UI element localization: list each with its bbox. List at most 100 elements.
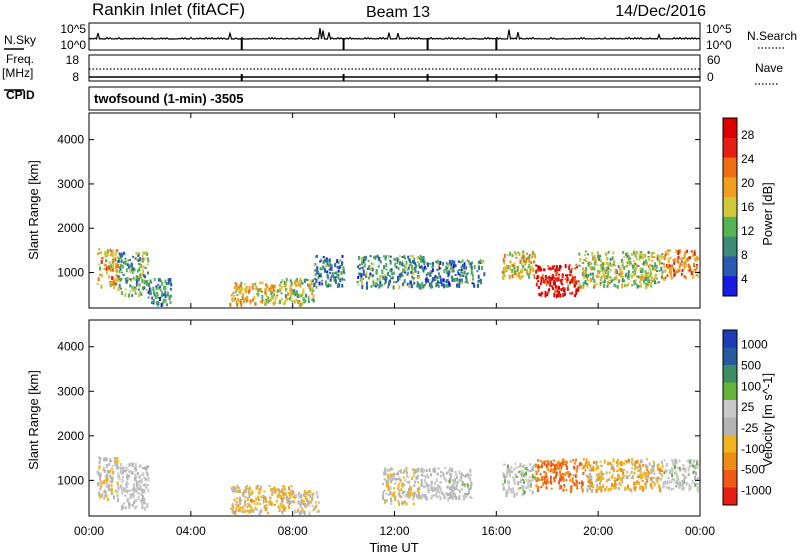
- velocity-cell: [595, 479, 598, 482]
- velocity-cell: [620, 460, 623, 463]
- power-cell: [673, 272, 676, 276]
- power-cell: [470, 269, 473, 273]
- nave-tick-bottom: 0: [707, 70, 714, 84]
- power-colorbar-tick: 16: [741, 200, 755, 214]
- velocity-cell: [634, 461, 636, 465]
- nsky-strip: N.Sky 10^5 10^0 10^5 10^0 N.Search: [4, 22, 797, 52]
- velocity-cell: [507, 480, 510, 485]
- velocity-cell: [421, 474, 423, 477]
- power-cell: [587, 279, 590, 282]
- velocity-cell: [651, 465, 654, 468]
- velocity-cell: [543, 471, 546, 473]
- power-cell: [439, 267, 442, 270]
- velocity-cell: [452, 492, 455, 495]
- power-cell: [423, 262, 426, 265]
- power-cell: [451, 277, 454, 282]
- power-cell: [649, 269, 652, 273]
- power-cell: [623, 266, 626, 271]
- power-cell: [414, 269, 417, 273]
- power-cell: [652, 255, 655, 258]
- power-cell: [513, 262, 516, 267]
- power-cell: [587, 253, 590, 256]
- velocity-cell: [108, 474, 111, 477]
- power-cell: [142, 251, 145, 256]
- velocity-cell: [512, 468, 515, 471]
- power-cell: [598, 257, 601, 261]
- velocity-cell: [514, 462, 517, 465]
- velocity-cell: [303, 489, 306, 494]
- velocity-cell: [293, 500, 296, 504]
- velocity-cell: [665, 463, 668, 468]
- power-cell: [117, 259, 120, 263]
- power-cell: [683, 262, 686, 267]
- freq-label: Freq.: [6, 52, 34, 66]
- power-cell: [641, 268, 644, 273]
- velocity-cell: [671, 470, 674, 474]
- power-cell: [285, 277, 288, 282]
- power-cell: [272, 301, 275, 306]
- power-cell: [421, 267, 424, 271]
- velocity-cell: [635, 460, 637, 463]
- power-cell: [421, 282, 424, 286]
- velocity-cell: [439, 481, 442, 485]
- velocity-cell: [423, 479, 426, 483]
- velocity-cell: [682, 467, 685, 469]
- power-cell: [589, 278, 592, 283]
- velocity-cell: [98, 491, 101, 496]
- power-cell: [261, 281, 264, 284]
- power-cell: [152, 286, 155, 291]
- power-cell: [329, 284, 332, 288]
- power-cell: [515, 272, 518, 277]
- power-cell: [430, 281, 433, 285]
- velocity-cell: [137, 480, 140, 484]
- power-cell: [593, 255, 596, 259]
- velocity-cell: [121, 478, 124, 483]
- velocity-cell: [588, 469, 591, 472]
- power-cell: [231, 298, 234, 301]
- power-cell: [602, 267, 605, 272]
- velocity-cell: [444, 492, 447, 495]
- velocity-cell: [105, 485, 108, 488]
- power-cell: [129, 278, 132, 281]
- velocity-cell: [574, 474, 577, 479]
- power-cell: [695, 263, 698, 266]
- power-cell: [637, 264, 640, 267]
- power-cell: [479, 259, 482, 263]
- velocity-cell: [676, 466, 679, 469]
- power-cell: [383, 265, 386, 270]
- power-cell: [402, 282, 405, 286]
- power-cell: [113, 282, 116, 287]
- velocity-cell: [652, 464, 655, 469]
- power-cell: [159, 278, 161, 282]
- velocity-cell: [650, 479, 653, 482]
- power-cell: [602, 272, 605, 277]
- velocity-cell: [311, 492, 314, 497]
- velocity-cell: [127, 501, 130, 506]
- velocity-cell: [106, 465, 108, 468]
- power-cell: [529, 265, 531, 269]
- velocity-cell: [504, 477, 507, 480]
- power-cell: [524, 261, 527, 266]
- power-cell: [147, 271, 149, 275]
- power-cell: [295, 298, 298, 302]
- velocity-cell: [382, 491, 385, 494]
- velocity-cell: [681, 473, 684, 476]
- power-cell: [538, 265, 541, 268]
- power-cell: [694, 268, 697, 272]
- velocity-cell: [140, 479, 143, 481]
- power-cell: [409, 281, 412, 284]
- velocity-cell: [384, 467, 387, 472]
- velocity-cell: [236, 489, 239, 493]
- power-cell: [400, 274, 403, 277]
- power-cell: [389, 279, 392, 283]
- power-cell: [312, 289, 315, 292]
- velocity-cell: [134, 473, 137, 477]
- power-cell: [618, 272, 621, 276]
- power-cell: [640, 283, 643, 288]
- velocity-cell: [635, 465, 637, 469]
- power-cell: [612, 251, 615, 255]
- power-cell: [695, 274, 698, 277]
- power-cell: [389, 260, 392, 265]
- power-cell: [420, 265, 423, 269]
- velocity-cell: [450, 494, 453, 498]
